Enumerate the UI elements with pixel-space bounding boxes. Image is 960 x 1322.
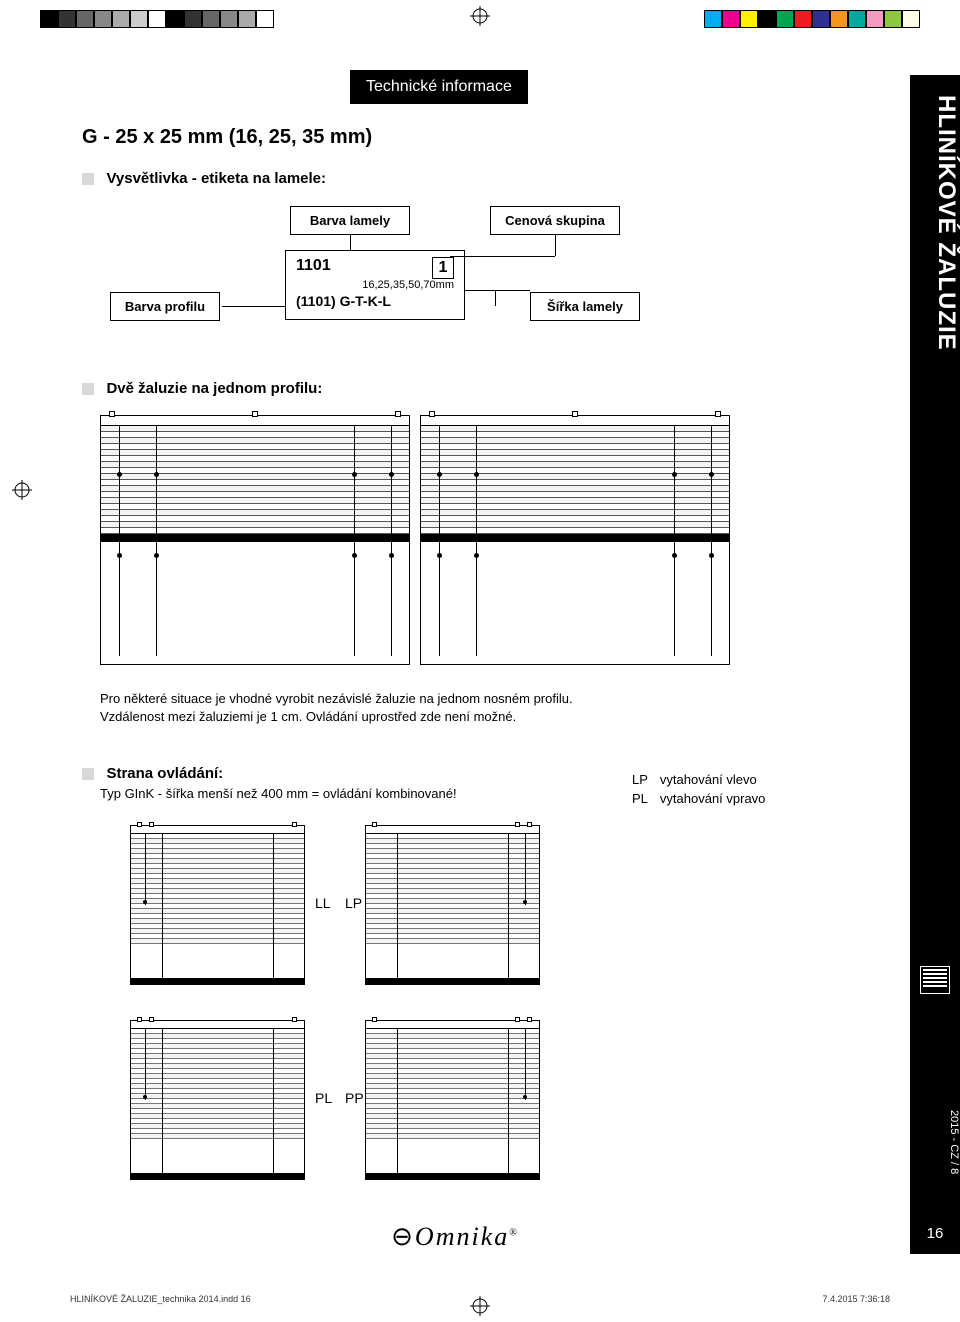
dve-note-2: Vzdálenost mezi žaluziemi je 1 cm. Ovlád… xyxy=(100,709,516,724)
legend-row: LP vytahování vlevo xyxy=(632,772,775,789)
explain-heading-text: Vysvětlivka - etiketa na lamele: xyxy=(106,170,326,187)
dve-heading-text: Dvě žaluzie na jednom profilu: xyxy=(106,380,322,397)
registration-mark-left xyxy=(12,480,32,500)
bullet-icon xyxy=(82,768,94,780)
section-title: G - 25 x 25 mm (16, 25, 35 mm) xyxy=(82,126,372,149)
strana-heading: Strana ovládání: xyxy=(82,765,223,783)
bullet-icon xyxy=(82,383,94,395)
dve-note: Pro některé situace je vhodné vyrobit ne… xyxy=(100,690,740,726)
box-sirka-lamely: Šířka lamely xyxy=(530,292,640,321)
colorbar-left xyxy=(40,10,274,28)
pair-label: LP xyxy=(345,895,362,911)
side-tab: HLINÍKOVÉ ŽALUZIE 2015 - CZ / 8 16 xyxy=(910,75,960,1254)
ticket-group: 1 xyxy=(432,257,454,279)
label-schematic: Barva lamely Cenová skupina Barva profil… xyxy=(100,200,720,370)
small-blind-ll xyxy=(130,825,305,985)
fourup-diagrams: LL LP PL PP xyxy=(130,825,610,1195)
ticket-profile-line: (1101) G-T-K-L xyxy=(286,291,464,315)
legend-code: PL xyxy=(632,791,658,808)
legend-row: PL vytahování vpravo xyxy=(632,791,775,808)
legend-table: LP vytahování vlevo PL vytahování vpravo xyxy=(630,770,777,810)
explain-heading: Vysvětlivka - etiketa na lamele: xyxy=(82,170,326,188)
side-tab-page: 16 xyxy=(910,1225,960,1242)
logo-text: Omnika xyxy=(415,1222,509,1251)
ticket-widths: 16,25,35,50,70mm xyxy=(286,279,464,291)
footer-right: 7.4.2015 7:36:18 xyxy=(822,1294,890,1304)
side-tab-thumb-icon xyxy=(920,966,950,994)
pair-label: PP xyxy=(345,1090,364,1106)
footer: HLINÍKOVÉ ŽALUZIE_technika 2014.indd 16 … xyxy=(70,1294,890,1304)
blind-left xyxy=(100,415,410,665)
ticket-code: 1101 xyxy=(296,257,331,279)
colorbar-right xyxy=(704,10,920,28)
small-blind-lp xyxy=(365,825,540,985)
registration-mark-top xyxy=(470,6,490,26)
strana-note: Typ GInK - šířka menší než 400 mm = ovlá… xyxy=(100,786,457,801)
box-barva-profilu: Barva profilu xyxy=(110,292,220,321)
box-barva-lamely: Barva lamely xyxy=(290,206,410,235)
blind-pair-diagram xyxy=(100,415,740,675)
legend-desc: vytahování vlevo xyxy=(660,772,776,789)
page-header: Technické informace xyxy=(350,70,528,104)
small-blind-pl xyxy=(130,1020,305,1180)
legend-desc: vytahování vpravo xyxy=(660,791,776,808)
bullet-icon xyxy=(82,173,94,185)
pair-label: PL xyxy=(315,1090,332,1106)
pair-label: LL xyxy=(315,895,331,911)
side-tab-docid: 2015 - CZ / 8 xyxy=(910,1110,960,1174)
strana-heading-text: Strana ovládání: xyxy=(106,765,223,782)
label-ticket: 1101 1 16,25,35,50,70mm (1101) G-T-K-L xyxy=(285,250,465,320)
side-tab-title: HLINÍKOVÉ ŽALUZIE xyxy=(910,95,960,351)
box-cenova-skupina: Cenová skupina xyxy=(490,206,620,235)
dve-heading: Dvě žaluzie na jednom profilu: xyxy=(82,380,322,398)
legend-code: LP xyxy=(632,772,658,789)
dve-note-1: Pro některé situace je vhodné vyrobit ne… xyxy=(100,691,573,706)
blind-right xyxy=(420,415,730,665)
logo: ⊖Omnika® xyxy=(0,1222,910,1252)
small-blind-pp xyxy=(365,1020,540,1180)
footer-left: HLINÍKOVÉ ŽALUZIE_technika 2014.indd 16 xyxy=(70,1294,251,1304)
